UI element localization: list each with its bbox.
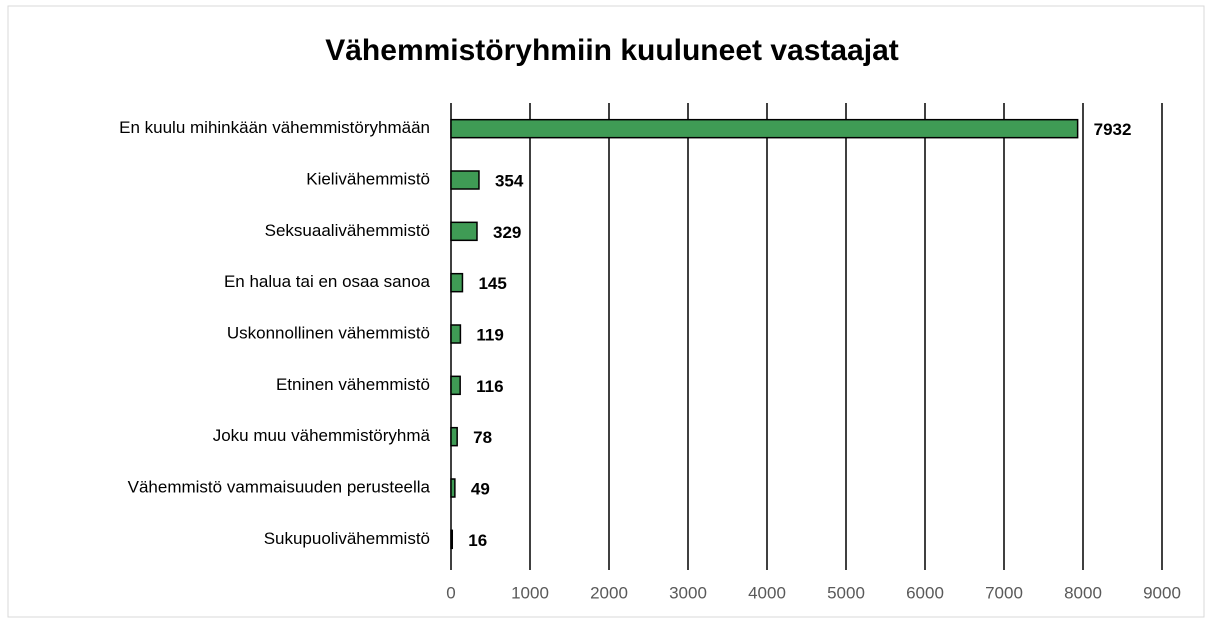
x-tick-label: 4000 xyxy=(748,583,786,602)
bar xyxy=(450,272,464,293)
x-tick-label: 3000 xyxy=(669,583,707,602)
data-label: 78 xyxy=(473,428,492,447)
x-tick-label: 2000 xyxy=(590,583,628,602)
bar xyxy=(450,324,462,344)
bar xyxy=(450,221,478,242)
bar xyxy=(450,478,456,498)
x-tick-label: 8000 xyxy=(1064,583,1102,602)
x-tick-label: 1000 xyxy=(511,583,549,602)
bar xyxy=(450,375,461,396)
data-label: 145 xyxy=(478,274,506,293)
data-label: 329 xyxy=(493,223,521,242)
y-tick-label: Uskonnollinen vähemmistö xyxy=(227,323,430,342)
y-tick-label: Seksuaalivähemmistö xyxy=(265,221,430,240)
y-tick-label: En halua tai en osaa sanoa xyxy=(224,272,431,291)
data-label: 16 xyxy=(468,531,487,550)
x-tick-label: 6000 xyxy=(906,583,944,602)
x-tick-label: 0 xyxy=(446,583,455,602)
x-tick-label: 7000 xyxy=(985,583,1023,602)
bar xyxy=(450,118,1079,139)
data-label: 49 xyxy=(471,479,490,498)
x-tick-label: 9000 xyxy=(1143,583,1181,602)
data-label: 7932 xyxy=(1094,120,1132,139)
y-tick-label: Kielivähemmistö xyxy=(306,169,430,188)
x-tick-label: 5000 xyxy=(827,583,865,602)
y-tick-label: Sukupuolivähemmistö xyxy=(264,529,430,548)
data-label: 119 xyxy=(476,325,503,344)
y-tick-label: Joku muu vähemmistöryhmä xyxy=(213,426,431,445)
data-label: 354 xyxy=(495,171,524,190)
bar xyxy=(450,170,480,190)
y-tick-label: Vähemmistö vammaisuuden perusteella xyxy=(128,477,431,496)
y-tick-label: En kuulu mihinkään vähemmistöryhmään xyxy=(119,118,430,137)
chart-title: Vähemmistöryhmiin kuuluneet vastaajat xyxy=(325,34,899,67)
y-tick-label: Etninen vähemmistö xyxy=(276,375,430,394)
bar xyxy=(450,529,454,550)
data-label: 116 xyxy=(476,377,503,396)
chart-border xyxy=(7,5,1205,618)
bar xyxy=(450,426,458,447)
